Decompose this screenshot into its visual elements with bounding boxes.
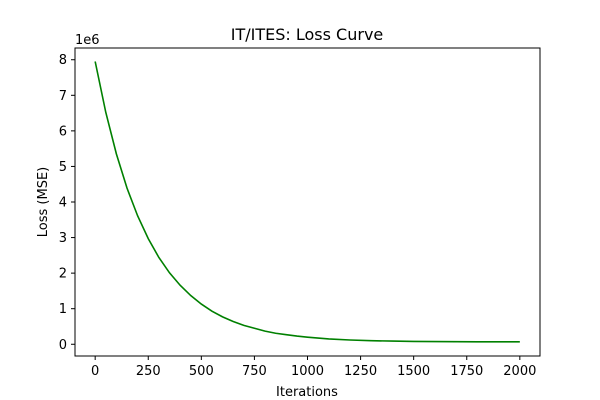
x-axis: 0 250 500 750 1000 1250 1500 1750 2000 [91,356,536,379]
plot-area [75,48,540,356]
y-tick-label: 1 [59,302,67,317]
x-tick-label: 1500 [397,364,430,379]
x-tick-label: 1250 [344,364,377,379]
y-tick-label: 5 [59,160,67,175]
chart-title: IT/ITES: Loss Curve [231,25,384,44]
y-axis-label: Loss (MSE) [36,167,51,237]
x-tick-label: 250 [136,364,161,379]
x-tick-label: 750 [242,364,267,379]
y-offset-label: 1e6 [75,33,100,48]
x-tick-label: 500 [189,364,214,379]
y-tick-label: 7 [59,89,67,104]
x-tick-label: 0 [91,364,99,379]
x-tick-label: 1000 [291,364,324,379]
x-tick-label: 1750 [450,364,483,379]
y-tick-label: 2 [59,267,67,282]
y-axis: 0 1 2 3 4 5 6 7 8 [59,53,75,353]
y-tick-label: 0 [59,338,67,353]
x-axis-label: Iterations [276,385,338,400]
y-tick-label: 8 [59,53,67,68]
loss-series-line [94,61,520,343]
y-tick-label: 3 [59,231,67,246]
plot-frame [74,47,541,357]
y-tick-label: 4 [59,196,67,211]
y-tick-label: 6 [59,124,67,139]
x-tick-label: 2000 [503,364,536,379]
